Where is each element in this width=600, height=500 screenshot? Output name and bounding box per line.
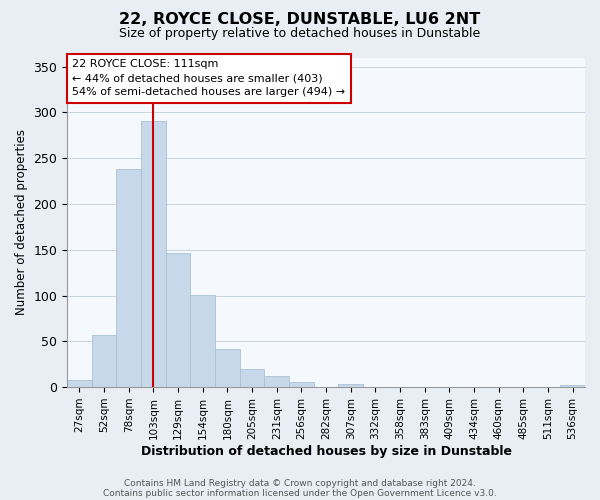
Bar: [116, 169, 141, 387]
Bar: [240, 369, 265, 387]
Text: 22, ROYCE CLOSE, DUNSTABLE, LU6 2NT: 22, ROYCE CLOSE, DUNSTABLE, LU6 2NT: [119, 12, 481, 28]
Bar: [560, 386, 585, 387]
Text: 22 ROYCE CLOSE: 111sqm
← 44% of detached houses are smaller (403)
54% of semi-de: 22 ROYCE CLOSE: 111sqm ← 44% of detached…: [73, 59, 346, 97]
Bar: [289, 382, 314, 387]
Bar: [265, 376, 289, 387]
Text: Contains public sector information licensed under the Open Government Licence v3: Contains public sector information licen…: [103, 488, 497, 498]
Text: Contains HM Land Registry data © Crown copyright and database right 2024.: Contains HM Land Registry data © Crown c…: [124, 478, 476, 488]
Y-axis label: Number of detached properties: Number of detached properties: [15, 130, 28, 316]
Bar: [338, 384, 363, 387]
X-axis label: Distribution of detached houses by size in Dunstable: Distribution of detached houses by size …: [140, 444, 512, 458]
Bar: [67, 380, 92, 387]
Bar: [141, 120, 166, 387]
Bar: [190, 294, 215, 387]
Text: Size of property relative to detached houses in Dunstable: Size of property relative to detached ho…: [119, 28, 481, 40]
Bar: [92, 335, 116, 387]
Bar: [215, 348, 240, 387]
Bar: [166, 254, 190, 387]
